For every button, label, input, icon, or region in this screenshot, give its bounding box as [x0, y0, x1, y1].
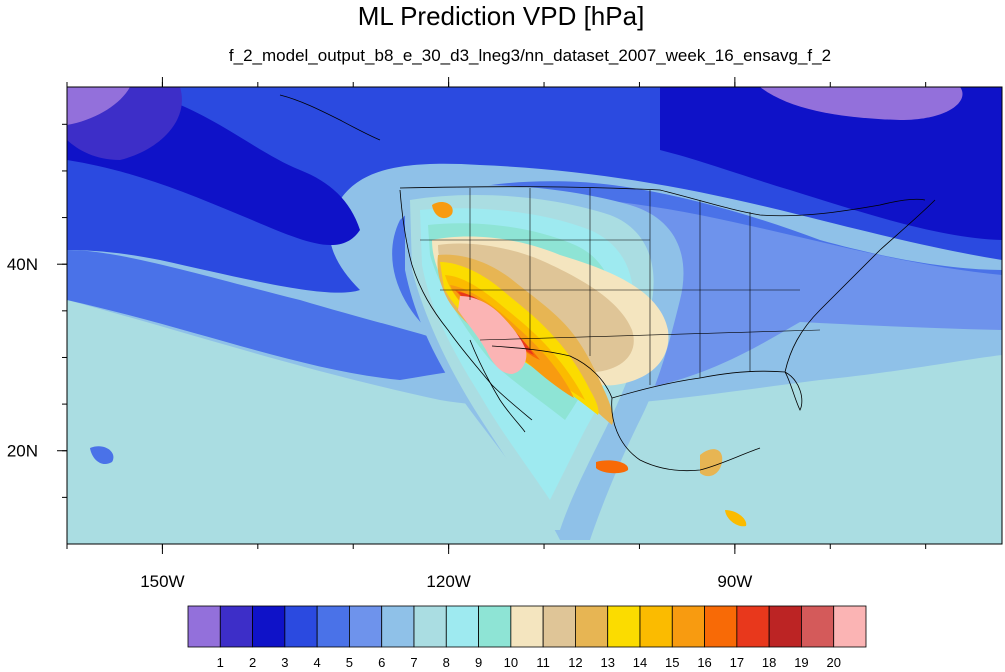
contour-hotspot-central-america — [725, 510, 747, 527]
contour-20-core — [458, 296, 527, 374]
chart-title: ML Prediction VPD [hPa] — [358, 1, 645, 31]
contour-level-1-ne — [760, 87, 963, 120]
mexico-coast-line — [611, 397, 761, 472]
contour-hotspot-yucatan — [700, 449, 723, 477]
alaska-coast-line — [279, 94, 381, 141]
colorbar-swatch — [639, 605, 673, 648]
contour-fill-layer — [67, 87, 1002, 544]
colorbar-tick-label: 15 — [665, 655, 679, 670]
colorbar-tick-label: 11 — [536, 655, 550, 670]
colorbar-swatch — [252, 605, 286, 648]
colorbar-swatch — [219, 605, 253, 648]
y-tick-label: 40N — [7, 255, 38, 274]
us-canada-border — [399, 186, 926, 217]
state-line-9 — [479, 329, 821, 341]
colorbar-swatch — [671, 605, 705, 648]
colorbar-swatch — [607, 605, 641, 648]
colorbar-tick-label: 12 — [568, 655, 582, 670]
contour-northeast-deep-3 — [660, 87, 1002, 240]
colorbar-swatch — [349, 605, 383, 648]
colorbar: 1 2 3 4 5 6 7 8 9 10 11 12 13 14 15 16 17 18 19 20 — [187, 605, 867, 670]
colorbar-tick-label: 16 — [697, 655, 711, 670]
colorbar-tick-label: 2 — [249, 655, 256, 670]
contour-level-1-nw — [67, 87, 130, 125]
colorbar-tick-label: 9 — [475, 655, 482, 670]
contour-hotspot-hawaii — [90, 446, 114, 465]
colorbar-swatch — [768, 605, 802, 648]
colorbar-tick-label: 6 — [378, 655, 385, 670]
colorbar-swatch — [187, 605, 221, 648]
colorbar-tick-label: 20 — [826, 655, 840, 670]
colorbar-tick-label: 14 — [633, 655, 647, 670]
chart-subtitle: f_2_model_output_b8_e_30_d3_lneg3/nn_dat… — [229, 46, 831, 65]
colorbar-swatch — [316, 605, 350, 648]
map-plot-area — [67, 87, 1002, 544]
colorbar-swatch — [413, 605, 447, 648]
colorbar-swatch — [478, 605, 512, 648]
colorbar-swatch — [445, 605, 479, 648]
colorbar-tick-label: 4 — [314, 655, 321, 670]
colorbar-tick-label: 3 — [281, 655, 288, 670]
colorbar-swatch — [381, 605, 415, 648]
y-tick-label: 20N — [7, 442, 38, 461]
colorbar-tick-label: 13 — [600, 655, 614, 670]
gulf-coast-line — [611, 370, 803, 411]
colorbar-swatch — [833, 605, 867, 648]
coastline-layer — [279, 94, 936, 472]
colorbar-tick-label: 7 — [410, 655, 417, 670]
x-tick-label: 150W — [140, 572, 184, 591]
colorbar-tick-label: 10 — [504, 655, 518, 670]
colorbar-swatch — [575, 605, 609, 648]
colorbar-swatch — [801, 605, 835, 648]
west-coast-line — [399, 189, 533, 421]
map-frame — [66, 86, 1003, 545]
colorbar-swatch — [736, 605, 770, 648]
axis-ticks: 150W 120W 90W 20N 40N — [7, 77, 927, 591]
colorbar-swatch — [510, 605, 544, 648]
colorbar-swatch — [284, 605, 318, 648]
baja-peninsula-line — [469, 339, 526, 433]
colorbar-swatch — [704, 605, 738, 648]
x-tick-label: 120W — [426, 572, 470, 591]
x-tick-label: 90W — [717, 572, 752, 591]
colorbar-tick-label: 5 — [346, 655, 353, 670]
colorbar-tick-label: 1 — [217, 655, 224, 670]
colorbar-tick-label: 18 — [762, 655, 776, 670]
east-coast-line — [784, 199, 936, 373]
colorbar-tick-label: 8 — [443, 655, 450, 670]
contour-hotspot-pacific-nw — [432, 201, 453, 219]
colorbar-swatch — [542, 605, 576, 648]
contour-hotspot-mexico-south — [596, 460, 629, 474]
colorbar-tick-label: 19 — [794, 655, 808, 670]
us-mexico-border — [491, 345, 613, 399]
colorbar-tick-label: 17 — [730, 655, 744, 670]
